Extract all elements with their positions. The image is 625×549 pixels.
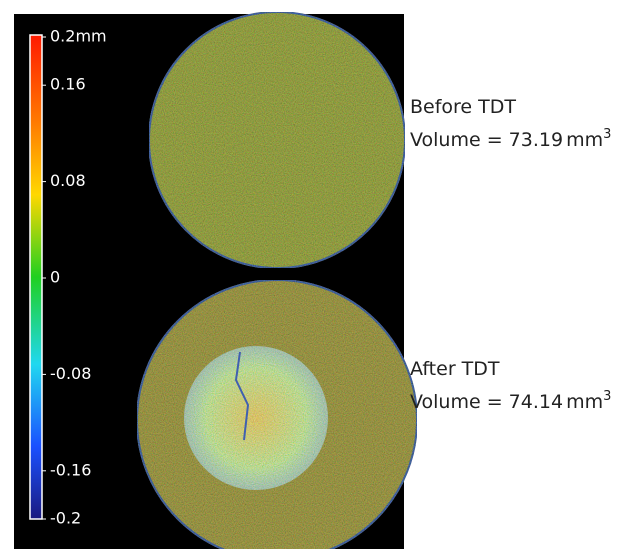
colorbar-ticks: 0.2mm 0.16 0.08 0 -0.08 -0.16 -0.2 bbox=[42, 27, 107, 528]
unit-exponent: 3 bbox=[603, 389, 611, 404]
colorbar-label: 0 bbox=[50, 268, 60, 287]
sample-map-after-center bbox=[184, 346, 328, 490]
unit-exponent: 3 bbox=[603, 127, 611, 142]
colorbar-label: -0.16 bbox=[50, 460, 91, 479]
colorbar-label: -0.2 bbox=[50, 509, 81, 528]
volume-text: Volume = 74.14 mm3 bbox=[410, 389, 611, 413]
sample-map-before bbox=[148, 11, 406, 269]
volume-unit: mm bbox=[566, 391, 603, 413]
crack bbox=[234, 351, 250, 441]
volume-value: 74.14 bbox=[509, 391, 563, 413]
colorbar-label: 0.16 bbox=[50, 75, 86, 94]
colorbar-label: 0.2mm bbox=[50, 27, 107, 46]
volume-value: 73.19 bbox=[509, 129, 563, 151]
volume-text: Volume = 73.19 mm3 bbox=[410, 127, 611, 151]
sample-label: After TDT bbox=[410, 358, 500, 380]
colorbar-label: -0.08 bbox=[50, 364, 91, 383]
volume-prefix: Volume = bbox=[410, 129, 503, 151]
colorbar-label: 0.08 bbox=[50, 171, 86, 190]
sample-label: Before TDT bbox=[410, 96, 516, 118]
volume-unit: mm bbox=[566, 129, 603, 151]
colorbar bbox=[29, 34, 43, 520]
volume-prefix: Volume = bbox=[410, 391, 503, 413]
